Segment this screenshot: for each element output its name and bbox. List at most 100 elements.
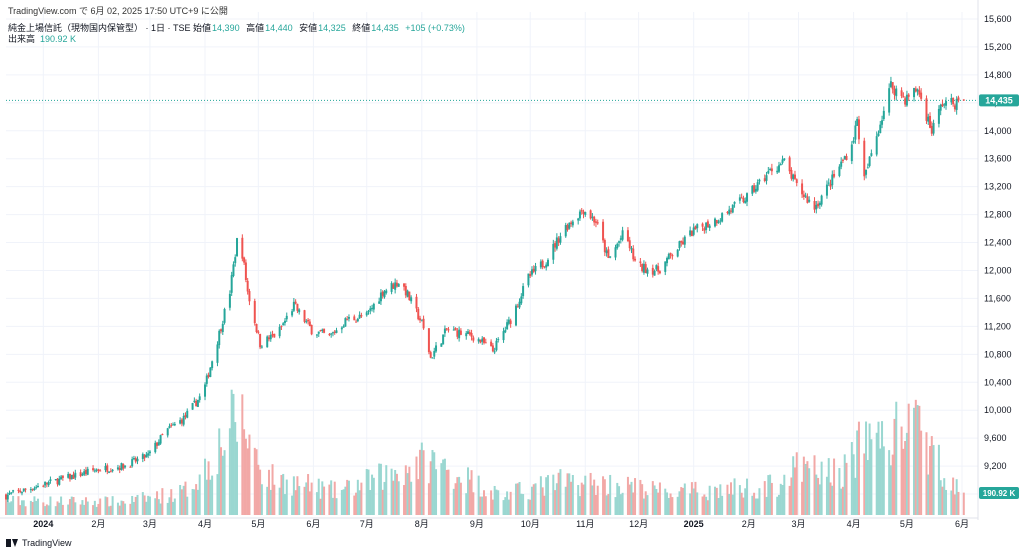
- volume-bar: [157, 499, 160, 515]
- candle-body: [404, 286, 407, 296]
- volume-bar: [148, 496, 151, 515]
- candle-body: [116, 467, 119, 470]
- x-tick-label: 3月: [143, 519, 157, 529]
- volume-bar: [957, 491, 960, 515]
- candle-body: [45, 482, 48, 485]
- candle-body: [29, 489, 32, 491]
- candle-body: [479, 340, 482, 343]
- volume-bar: [31, 501, 34, 515]
- candle-body: [294, 301, 297, 304]
- candle-body: [717, 221, 720, 223]
- volume-bar: [804, 463, 807, 515]
- volume-bar: [929, 446, 932, 515]
- volume-bar: [296, 476, 299, 515]
- candle-body: [895, 88, 898, 97]
- candle-body: [913, 88, 916, 98]
- volume-bar: [818, 484, 821, 515]
- candle-body: [10, 492, 13, 494]
- volume-bar: [173, 498, 176, 515]
- candle-body: [520, 296, 523, 304]
- volume-bar: [490, 490, 493, 515]
- candle-body: [315, 334, 318, 336]
- volume-bar: [520, 493, 523, 515]
- volume-bar: [740, 492, 743, 515]
- candle-body: [331, 332, 334, 334]
- footer-brand[interactable]: TradingView: [6, 538, 72, 548]
- candle-body: [603, 240, 606, 253]
- volume-bar: [410, 481, 413, 515]
- candle-body: [900, 90, 903, 97]
- volume-bar: [568, 473, 571, 515]
- candle-body: [545, 264, 548, 268]
- volume-bar: [42, 502, 45, 515]
- candle-body: [360, 315, 363, 317]
- volume-bar: [952, 477, 955, 515]
- volume-bar: [108, 506, 111, 515]
- candle-body: [356, 318, 359, 322]
- candle-body: [827, 182, 830, 184]
- volume-bar: [792, 456, 795, 515]
- volume-bar: [632, 492, 635, 515]
- volume-bar: [234, 422, 237, 515]
- candle-body: [758, 179, 761, 182]
- volume-bar: [756, 498, 759, 515]
- candle-body: [506, 322, 509, 330]
- volume-bar: [726, 484, 729, 515]
- candle-body: [865, 169, 868, 175]
- volume-bar: [546, 475, 549, 515]
- volume-bar: [308, 491, 311, 515]
- candle-body: [580, 210, 583, 212]
- candle-body: [694, 226, 697, 230]
- candle-body: [22, 488, 25, 492]
- volume-bar: [447, 469, 450, 515]
- candle-body: [831, 174, 834, 186]
- volume-bar: [305, 482, 308, 515]
- candle-body: [927, 116, 930, 122]
- volume-bar: [845, 462, 848, 515]
- candle-body: [841, 159, 844, 161]
- candle-body: [522, 286, 525, 297]
- volume-bar: [529, 499, 532, 515]
- candle-body: [452, 329, 455, 331]
- candle-body: [97, 469, 100, 471]
- candle-body: [282, 323, 285, 326]
- candle-body: [120, 463, 123, 470]
- volume-bar: [12, 495, 15, 515]
- volume-bar: [315, 492, 318, 515]
- volume-bar: [246, 448, 249, 515]
- candle-body: [305, 321, 308, 323]
- candle-body: [669, 252, 672, 255]
- volume-bar: [616, 482, 619, 515]
- candle-body: [854, 125, 857, 140]
- volume-bar: [44, 506, 47, 515]
- candle-body: [481, 338, 484, 342]
- volume-bar: [198, 474, 201, 515]
- candle-body: [955, 98, 958, 110]
- candle-body: [703, 228, 706, 231]
- volume-bar: [196, 489, 199, 515]
- volume-bar: [353, 495, 356, 515]
- candle-body: [632, 248, 635, 260]
- candle-body: [559, 236, 562, 243]
- candle-body: [419, 318, 422, 321]
- volume-bar: [705, 496, 708, 515]
- volume-bar: [179, 484, 182, 515]
- candlestick-series: [5, 76, 965, 502]
- volume-bar: [733, 478, 736, 515]
- candle-body: [221, 323, 224, 332]
- volume-bar: [607, 493, 610, 515]
- candle-body: [54, 479, 57, 481]
- change-value: +105 (+0.73%): [405, 23, 465, 33]
- candle-body: [634, 258, 637, 261]
- volume-bar: [850, 442, 853, 515]
- volume-bar: [427, 483, 430, 515]
- candle-body: [594, 221, 597, 223]
- volume-bar: [770, 482, 773, 515]
- candle-body: [218, 330, 221, 346]
- volume-bar: [408, 466, 411, 515]
- volume-bar: [456, 477, 459, 515]
- candle-body: [825, 184, 828, 196]
- candle-body: [477, 338, 480, 342]
- candle-body: [340, 327, 343, 330]
